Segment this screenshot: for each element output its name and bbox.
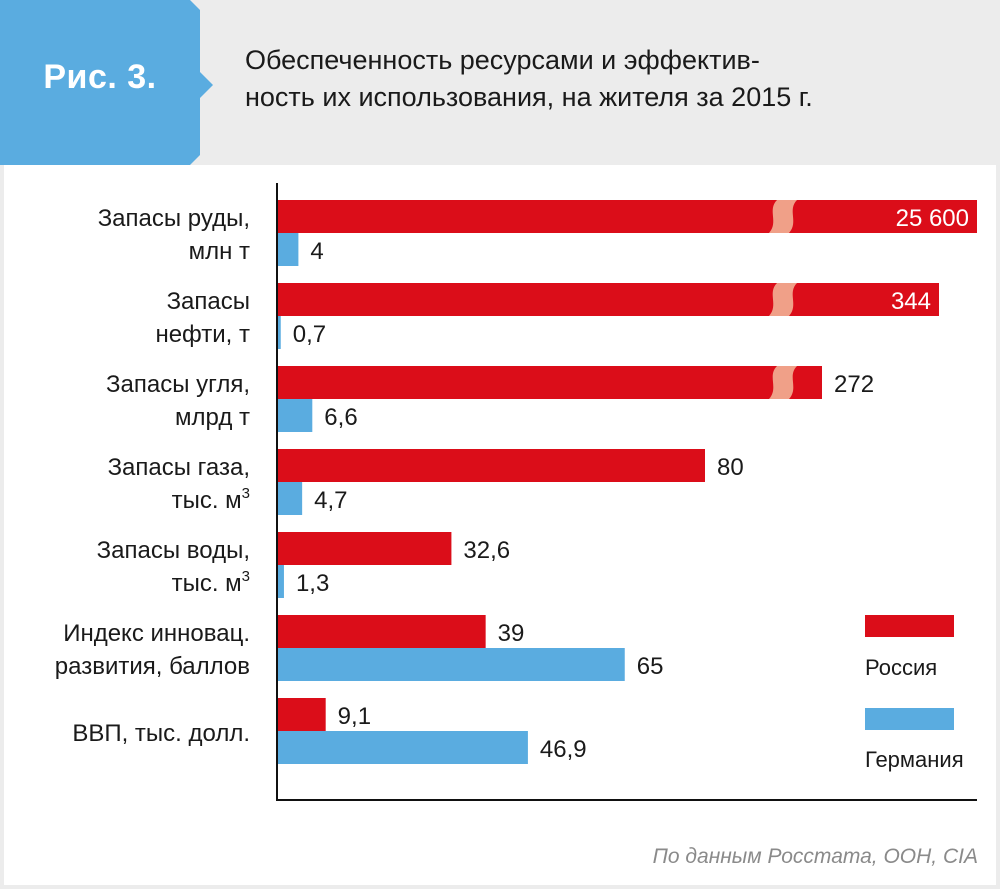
category-label-line2: развития, баллов: [55, 653, 250, 680]
category-label-line2: тыс. м3: [172, 568, 250, 597]
figure-label: Рис. 3.: [43, 58, 157, 96]
value-label-germany: 1,3: [296, 570, 329, 597]
chart-title-line1: Обеспеченность ресурсами и эффектив-: [245, 45, 760, 75]
value-label-germany: 6,6: [324, 404, 357, 431]
bar-germany: [277, 233, 299, 266]
figure-tab: [0, 0, 213, 165]
unit-superscript: 3: [242, 485, 250, 502]
value-label-germany: 4: [310, 238, 323, 265]
value-label-russia: 39: [498, 620, 525, 647]
value-label-russia: 25 600: [896, 205, 969, 232]
bar-russia: [277, 532, 452, 565]
bar-germany: [277, 565, 284, 598]
category-label-line2: нефти, т: [155, 321, 250, 348]
value-label-russia: 344: [891, 288, 931, 315]
value-label-germany: 4,7: [314, 487, 347, 514]
value-label-germany: 65: [637, 653, 664, 680]
axis-break-mark: [769, 200, 797, 233]
bar-germany: [277, 482, 303, 515]
chart-title-line2: ность их использования, на жителя за 201…: [245, 82, 813, 112]
chart-title: Обеспеченность ресурсами и эффектив- нос…: [245, 42, 985, 116]
bar-russia: [277, 283, 939, 316]
figure-tab-shape: [0, 0, 213, 165]
bar-germany: [277, 399, 313, 432]
bar-germany: [277, 731, 528, 764]
bar-russia: [277, 698, 326, 731]
source-note: По данным Росстата, ООН, CIA: [652, 845, 978, 868]
category-label-line1: Запасы газа,: [108, 454, 250, 481]
value-label-russia: 9,1: [338, 703, 371, 730]
legend-swatch-russia: [865, 615, 954, 637]
bar-russia: [277, 366, 822, 399]
bar-russia: [277, 200, 977, 233]
bar-germany: [277, 648, 625, 681]
category-label-line1: Запасы: [167, 288, 250, 315]
unit-superscript: 3: [242, 568, 250, 585]
value-label-germany: 0,7: [293, 321, 326, 348]
category-label-line1: Запасы воды,: [97, 537, 250, 564]
category-label-line1: Запасы руды,: [98, 205, 250, 232]
value-label-germany: 46,9: [540, 736, 587, 763]
value-label-russia: 32,6: [463, 537, 510, 564]
category-label-line1: Запасы угля,: [106, 371, 250, 398]
legend-swatch-germany: [865, 708, 954, 730]
axis-break-mark: [769, 283, 797, 316]
category-label-line2: млн т: [189, 238, 250, 265]
legend-label-germany: Германия: [865, 747, 964, 772]
category-label: ВВП, тыс. долл.: [72, 720, 250, 747]
bar-germany: [277, 316, 281, 349]
axis-break-mark: [769, 366, 797, 399]
legend-label-russia: Россия: [865, 655, 937, 680]
category-label-line2: тыс. м3: [172, 485, 250, 514]
category-label-line2: млрд т: [175, 404, 250, 431]
header: Рис. 3. Обеспеченность ресурсами и эффек…: [0, 0, 1000, 165]
value-label-russia: 272: [834, 371, 874, 398]
bar-russia: [277, 449, 705, 482]
bar-russia: [277, 615, 486, 648]
category-label-line1: Индекс инновац.: [63, 620, 250, 647]
value-label-russia: 80: [717, 454, 744, 481]
